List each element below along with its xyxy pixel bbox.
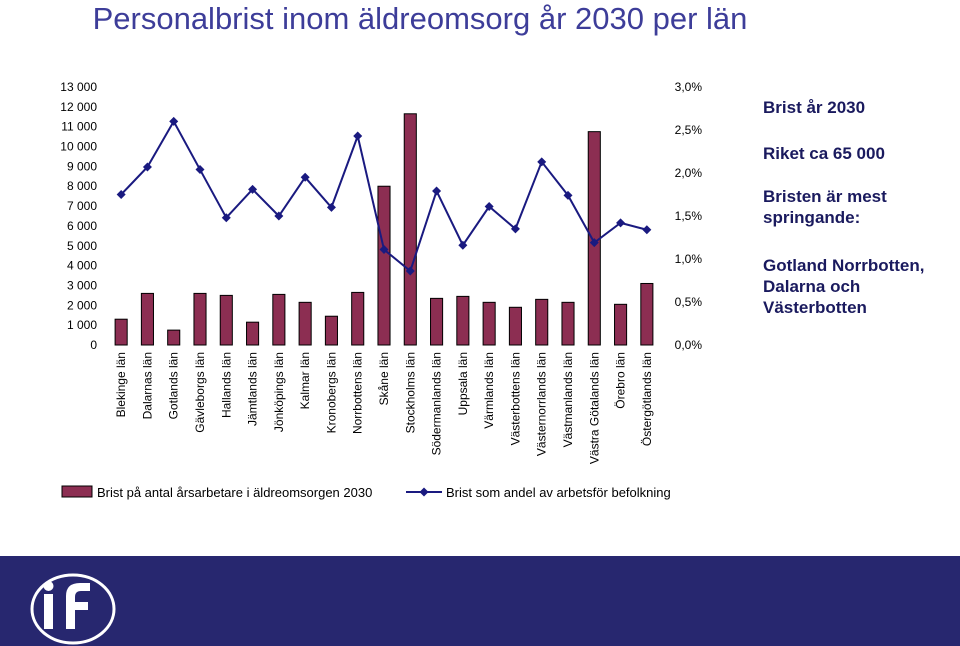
x-tick-label: Skåne län bbox=[377, 352, 391, 405]
y-left-tick-label: 5 000 bbox=[67, 239, 97, 253]
line-marker bbox=[616, 218, 626, 228]
line-marker bbox=[458, 240, 468, 250]
y-right-tick-label: 3,0% bbox=[675, 80, 703, 94]
legend-line-marker bbox=[419, 487, 429, 497]
x-tick-label: Örebro län bbox=[614, 352, 628, 409]
x-tick-label: Kalmar län bbox=[298, 352, 312, 409]
bar bbox=[140, 292, 154, 346]
x-tick-label: Östergötlands län bbox=[640, 352, 654, 446]
x-tick-label: Gotlands län bbox=[167, 352, 181, 419]
y-left-tick-label: 6 000 bbox=[67, 219, 97, 233]
y-right-tick-label: 0,5% bbox=[675, 295, 703, 309]
bar bbox=[640, 282, 654, 346]
y-left-tick-label: 12 000 bbox=[60, 100, 97, 114]
line-marker bbox=[326, 202, 336, 212]
bar bbox=[430, 297, 444, 346]
line-marker bbox=[510, 224, 520, 234]
line-marker bbox=[642, 225, 652, 235]
side-note: Bristen är mest springande: bbox=[763, 187, 887, 227]
bar bbox=[272, 293, 286, 346]
x-tick-label: Hallands län bbox=[219, 352, 233, 418]
line-marker bbox=[116, 190, 126, 199]
line-marker bbox=[169, 116, 179, 126]
y-left-tick-label: 7 000 bbox=[67, 199, 97, 213]
y-right-tick-label: 1,0% bbox=[675, 252, 703, 266]
bar bbox=[114, 318, 128, 346]
footer-band bbox=[0, 556, 960, 646]
line-marker bbox=[353, 131, 363, 141]
legend-line-label: Brist som andel av arbetsför befolkning bbox=[446, 485, 671, 500]
line-marker bbox=[563, 190, 573, 200]
x-tick-label: Stockholms län bbox=[403, 352, 417, 433]
x-tick-label: Gävleborgs län bbox=[193, 352, 207, 433]
y-left-tick-label: 8 000 bbox=[67, 179, 97, 193]
x-tick-label: Jönköpings län bbox=[272, 352, 286, 432]
bar bbox=[167, 329, 181, 346]
y-left-tick-label: 10 000 bbox=[60, 140, 97, 154]
line-marker bbox=[142, 162, 152, 172]
x-tick-label: Norrbottens län bbox=[351, 352, 365, 434]
line-marker bbox=[589, 238, 599, 248]
y-left-tick-label: 0 bbox=[90, 338, 97, 352]
bar bbox=[351, 291, 365, 346]
y-left-tick-label: 1 000 bbox=[67, 318, 97, 332]
line-marker bbox=[195, 165, 205, 175]
x-tick-label: Jämtlands län bbox=[246, 352, 260, 426]
x-tick-label: Västerbottens län bbox=[508, 352, 522, 445]
x-tick-label: Västernorrlands län bbox=[535, 352, 549, 456]
x-tick-label: Södermanlands län bbox=[430, 352, 444, 455]
bar bbox=[456, 295, 470, 346]
line-marker bbox=[537, 157, 547, 167]
combo-chart: 0 1 000 2 000 3 000 4 000 5 000 6 000 7 000 8 00… bbox=[60, 80, 703, 500]
bar bbox=[561, 301, 575, 346]
line-marker bbox=[432, 186, 442, 196]
y-right-tick-label: 2,5% bbox=[675, 123, 703, 137]
bar bbox=[614, 303, 628, 346]
y-right-tick-label: 2,0% bbox=[675, 166, 703, 180]
line-marker bbox=[484, 202, 494, 212]
x-tick-label: Blekinge län bbox=[114, 352, 128, 417]
x-tick-label: Kronobergs län bbox=[324, 352, 338, 433]
bar bbox=[482, 301, 496, 346]
bar bbox=[508, 306, 522, 346]
y-right-tick-label: 0,0% bbox=[675, 338, 703, 352]
bar bbox=[403, 113, 417, 346]
chart-title: Personalbrist inom äldreomsorg år 2030 p… bbox=[92, 1, 748, 36]
x-tick-label: Västra Götalands län bbox=[587, 352, 601, 464]
bar bbox=[535, 298, 549, 346]
x-tick-label: Dalarnas län bbox=[140, 352, 154, 419]
side-heading: Brist år 2030 bbox=[763, 98, 866, 117]
line-marker bbox=[405, 266, 415, 276]
legend-bar-label: Brist på antal årsarbetare i äldreomsorg… bbox=[97, 485, 372, 500]
y-left-tick-label: 2 000 bbox=[67, 298, 97, 312]
bar bbox=[298, 301, 312, 346]
y-right-tick-label: 1,5% bbox=[675, 209, 703, 223]
x-tick-label: Uppsala län bbox=[456, 352, 470, 415]
bar bbox=[193, 292, 207, 346]
line-marker bbox=[300, 172, 310, 182]
y-left-tick-label: 13 000 bbox=[60, 80, 97, 94]
side-total: Riket ca 65 000 bbox=[763, 144, 885, 163]
y-left-tick-label: 9 000 bbox=[67, 159, 97, 173]
bar bbox=[246, 321, 260, 346]
y-left-tick-label: 3 000 bbox=[67, 278, 97, 292]
x-tick-label: Värmlands län bbox=[482, 352, 496, 429]
line-marker bbox=[221, 213, 231, 223]
y-left-tick-label: 4 000 bbox=[67, 259, 97, 273]
x-tick-label: Västmanlands län bbox=[561, 352, 575, 447]
bar bbox=[219, 294, 233, 346]
line-marker bbox=[379, 245, 389, 255]
bar bbox=[324, 315, 338, 346]
line-marker bbox=[274, 211, 284, 221]
side-regions: Gotland Norrbotten, Dalarna och Västerbo… bbox=[763, 256, 925, 317]
if-logo-icon bbox=[30, 573, 116, 645]
bar bbox=[377, 185, 391, 346]
line-marker bbox=[248, 184, 258, 194]
legend-bar-swatch bbox=[61, 485, 93, 498]
y-left-tick-label: 11 000 bbox=[61, 120, 97, 134]
